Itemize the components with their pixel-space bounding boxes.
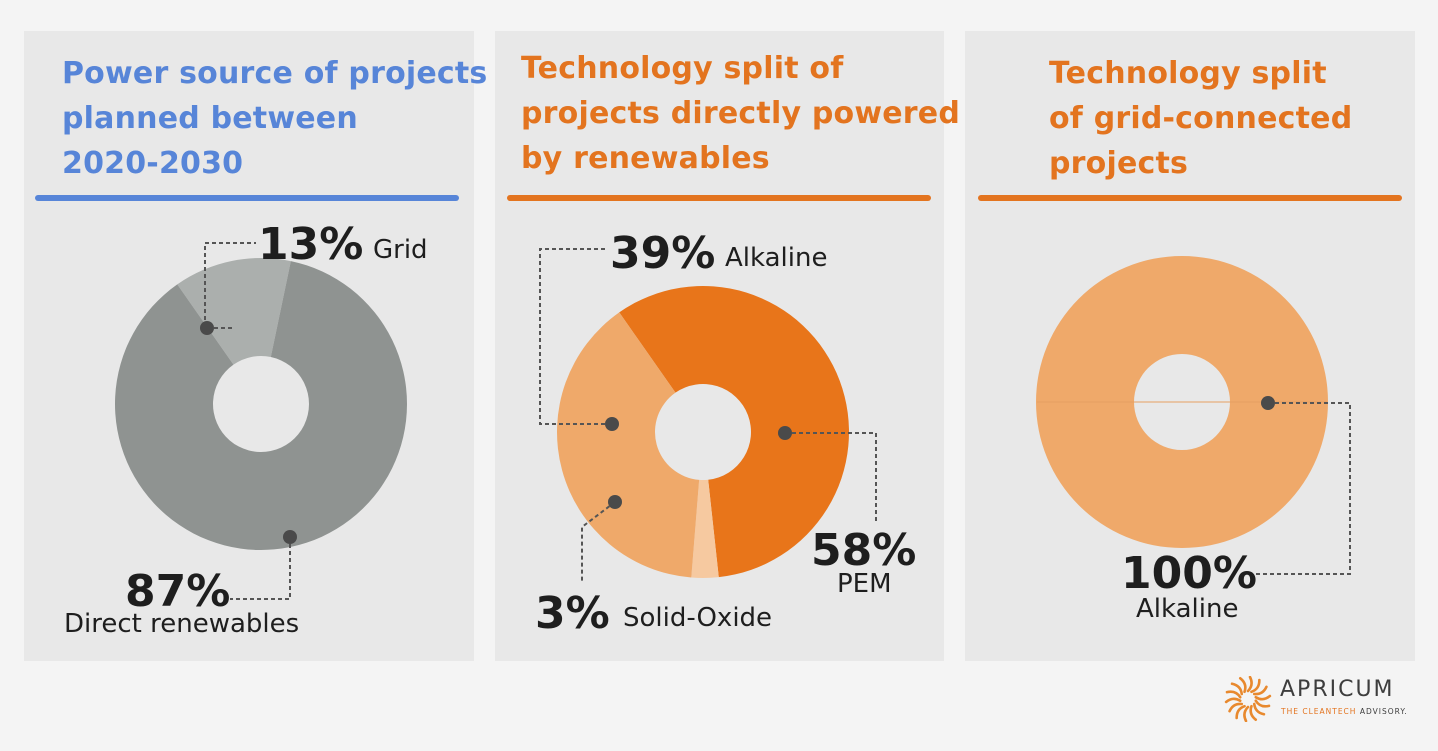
value-label-pem: 58% bbox=[811, 525, 916, 576]
slice-alkaline bbox=[1036, 256, 1328, 548]
donut-chart: 100% Alkaline bbox=[1036, 256, 1351, 624]
category-label-pem: PEM bbox=[837, 569, 892, 599]
logo-ray bbox=[1254, 699, 1271, 708]
logo-ray bbox=[1225, 690, 1242, 699]
category-label-alkaline: Alkaline bbox=[1136, 594, 1238, 624]
logo-ray bbox=[1230, 682, 1244, 696]
title-line: of grid-connected bbox=[1049, 101, 1353, 136]
logo-ray bbox=[1254, 694, 1272, 701]
apricum-sun-logo-icon bbox=[1224, 675, 1272, 723]
value-label-grid: 13% bbox=[258, 219, 363, 270]
chart-title: Technology split of projects directly po… bbox=[521, 46, 960, 181]
logo-ray bbox=[1246, 675, 1253, 693]
title-line: projects directly powered bbox=[521, 96, 961, 131]
brand-tagline: THE CLEANTECH ADVISORY. bbox=[1281, 707, 1408, 716]
logo-ray bbox=[1238, 677, 1247, 694]
value-label-alkaline: 39% bbox=[610, 228, 715, 279]
value-label-solid-oxide: 3% bbox=[535, 588, 610, 639]
logo-ray bbox=[1250, 678, 1261, 694]
title-line: projects bbox=[1049, 146, 1189, 181]
leader-line-pem bbox=[785, 432, 877, 521]
donut-chart: 39% Alkaline 58% PEM 3% Solid-Oxide bbox=[535, 228, 916, 639]
slice-direct-renewables bbox=[114, 261, 408, 550]
chart-title: Technology split of grid-connected proje… bbox=[1049, 51, 1352, 186]
marker-solid-oxide bbox=[608, 495, 622, 509]
leader-line-solid-oxide bbox=[581, 501, 616, 581]
title-line: Technology split bbox=[1049, 56, 1327, 91]
apricum-brand: APRICUM THE CLEANTECH ADVISORY. bbox=[1222, 675, 1422, 723]
panel-renewables-technology: Technology split of projects directly po… bbox=[495, 31, 960, 661]
category-label-solid-oxide: Solid-Oxide bbox=[623, 603, 772, 633]
donut-chart: 13% Grid 87% Direct renewables bbox=[64, 219, 428, 639]
logo-ray bbox=[1224, 697, 1242, 704]
title-underline bbox=[978, 195, 1402, 201]
title-line: planned between bbox=[62, 101, 358, 136]
title-line: 2020-2030 bbox=[62, 146, 244, 181]
leader-line-direct-renewables bbox=[230, 537, 291, 600]
leader-line-alkaline bbox=[539, 248, 612, 425]
panel-grid-technology: Technology split of grid-connected proje… bbox=[965, 31, 1415, 661]
marker-direct-renewables bbox=[283, 530, 297, 544]
category-label-alkaline: Alkaline bbox=[725, 243, 827, 273]
marker-alkaline bbox=[605, 417, 619, 431]
marker-pem bbox=[778, 426, 792, 440]
title-line: Technology split of bbox=[521, 51, 844, 86]
title-underline bbox=[507, 195, 931, 201]
marker-grid bbox=[200, 321, 214, 335]
category-label-direct-renewables: Direct renewables bbox=[64, 609, 299, 639]
slice-pem bbox=[619, 286, 849, 578]
logo-ray bbox=[1252, 685, 1268, 696]
logo-ray bbox=[1249, 704, 1258, 721]
logo-ray bbox=[1228, 702, 1244, 713]
value-label-alkaline: 100% bbox=[1121, 548, 1257, 599]
panel-power-source: Power source of projects planned between… bbox=[24, 31, 487, 661]
logo-ray bbox=[1243, 705, 1250, 723]
title-line: by renewables bbox=[521, 141, 770, 176]
logo-ray bbox=[1252, 702, 1266, 716]
category-label-grid: Grid bbox=[373, 235, 428, 265]
slice-alkaline bbox=[557, 312, 700, 578]
marker-alkaline bbox=[1261, 396, 1275, 410]
title-line: Power source of projects bbox=[62, 56, 488, 91]
chart-title: Power source of projects planned between… bbox=[62, 51, 488, 186]
tagline-rest: ADVISORY. bbox=[1356, 707, 1408, 716]
logo-ray bbox=[1235, 704, 1246, 720]
brand-name: APRICUM bbox=[1280, 677, 1395, 702]
title-underline bbox=[35, 195, 459, 201]
tagline-accent: THE CLEANTECH bbox=[1281, 707, 1357, 716]
slice-solid-oxide bbox=[691, 479, 719, 578]
value-label-direct-renewables: 87% bbox=[125, 566, 230, 617]
